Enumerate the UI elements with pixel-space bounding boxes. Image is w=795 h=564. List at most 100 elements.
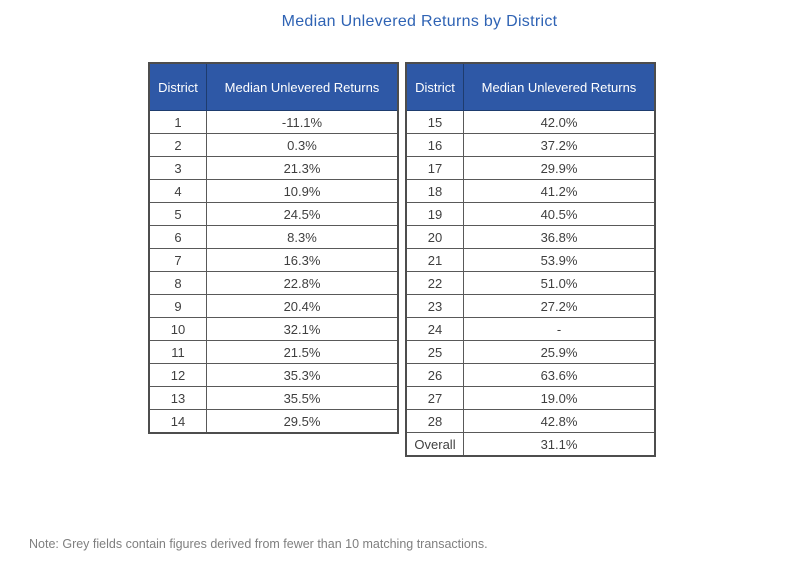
table-row: 5 24.5%: [148, 202, 399, 226]
table-row: 20 36.8%: [405, 225, 656, 249]
district-cell: 7: [148, 248, 207, 272]
table-row: 3 21.3%: [148, 156, 399, 180]
value-cell: 24.5%: [206, 202, 399, 226]
district-cell: Overall: [405, 432, 464, 457]
district-cell: 23: [405, 294, 464, 318]
district-cell: 9: [148, 294, 207, 318]
value-cell: 35.3%: [206, 363, 399, 387]
table-row: 23 27.2%: [405, 294, 656, 318]
value-cell: 37.2%: [463, 133, 656, 157]
value-cell: 8.3%: [206, 225, 399, 249]
value-cell: 40.5%: [463, 202, 656, 226]
district-cell: 6: [148, 225, 207, 249]
value-cell: 63.6%: [463, 363, 656, 387]
table-row: 25 25.9%: [405, 340, 656, 364]
value-cell: 16.3%: [206, 248, 399, 272]
value-cell: 25.9%: [463, 340, 656, 364]
table-row: 8 22.8%: [148, 271, 399, 295]
column-header-returns: Median Unlevered Returns: [206, 62, 399, 111]
table-row: 16 37.2%: [405, 133, 656, 157]
district-cell: 5: [148, 202, 207, 226]
district-cell: 19: [405, 202, 464, 226]
table-row: 7 16.3%: [148, 248, 399, 272]
value-cell: 32.1%: [206, 317, 399, 341]
table-row: 9 20.4%: [148, 294, 399, 318]
value-cell: 20.4%: [206, 294, 399, 318]
value-cell: 36.8%: [463, 225, 656, 249]
district-cell: 4: [148, 179, 207, 203]
page-title: Median Unlevered Returns by District: [281, 13, 558, 30]
table-row: Overall 31.1%: [405, 432, 656, 457]
table-row: 18 41.2%: [405, 179, 656, 203]
district-cell: 2: [148, 133, 207, 157]
header-row: District Median Unlevered Returns: [405, 62, 656, 111]
district-cell: 11: [148, 340, 207, 364]
value-cell: 19.0%: [463, 386, 656, 410]
district-cell: 27: [405, 386, 464, 410]
table-row: 19 40.5%: [405, 202, 656, 226]
column-header-district: District: [148, 62, 207, 111]
value-cell: 51.0%: [463, 271, 656, 295]
returns-table-right: District Median Unlevered Returns 15 42.0…: [405, 62, 656, 457]
table-row: 12 35.3%: [148, 363, 399, 387]
district-cell: 14: [148, 409, 207, 434]
district-cell: 24: [405, 317, 464, 341]
table-row: 11 21.5%: [148, 340, 399, 364]
district-cell: 8: [148, 271, 207, 295]
district-cell: 21: [405, 248, 464, 272]
table-row: 24-: [405, 317, 656, 341]
district-cell: 13: [148, 386, 207, 410]
tables-container: District Median Unlevered Returns 1 -11.1…: [148, 62, 656, 457]
table-row: 27 19.0%: [405, 386, 656, 410]
value-cell: 0.3%: [206, 133, 399, 157]
value-cell: 29.5%: [206, 409, 399, 434]
table-row: 26 63.6%: [405, 363, 656, 387]
table-row: 13 35.5%: [148, 386, 399, 410]
value-cell: 29.9%: [463, 156, 656, 180]
value-cell: 27.2%: [463, 294, 656, 318]
table-row: 6 8.3%: [148, 225, 399, 249]
value-cell: 42.8%: [463, 409, 656, 433]
district-cell: 15: [405, 110, 464, 134]
column-header-returns: Median Unlevered Returns: [463, 62, 656, 111]
district-cell: 17: [405, 156, 464, 180]
table-row: 28 42.8%: [405, 409, 656, 433]
table-row: 10 32.1%: [148, 317, 399, 341]
value-cell: -11.1%: [206, 110, 399, 134]
value-cell: 42.0%: [463, 110, 656, 134]
district-cell: 26: [405, 363, 464, 387]
value-cell: 41.2%: [463, 179, 656, 203]
district-cell: 3: [148, 156, 207, 180]
district-cell: 12: [148, 363, 207, 387]
table-row: 2 0.3%: [148, 133, 399, 157]
district-cell: 20: [405, 225, 464, 249]
table-row: 17 29.9%: [405, 156, 656, 180]
table-row: 4 10.9%: [148, 179, 399, 203]
value-cell: 53.9%: [463, 248, 656, 272]
district-cell: 16: [405, 133, 464, 157]
table-row: 21 53.9%: [405, 248, 656, 272]
table-row: 15 42.0%: [405, 110, 656, 134]
district-cell: 25: [405, 340, 464, 364]
value-cell: 21.3%: [206, 156, 399, 180]
district-cell: 28: [405, 409, 464, 433]
table-body-right: 15 42.0% 16 37.2% 17 29.9% 18 41.2% 19 40.5% 20 36.…: [405, 110, 656, 457]
district-cell: 1: [148, 110, 207, 134]
table-body-left: 1 -11.1% 2 0.3% 3 21.3% 4 10.9% 5 24.5% 6 8.3% 7 16.3…: [148, 110, 399, 434]
column-header-district: District: [405, 62, 464, 111]
district-cell: 18: [405, 179, 464, 203]
value-cell: 10.9%: [206, 179, 399, 203]
table-row: 22 51.0%: [405, 271, 656, 295]
footnote: Note: Grey fields contain figures derive…: [29, 537, 488, 551]
value-cell: 22.8%: [206, 271, 399, 295]
value-cell: 35.5%: [206, 386, 399, 410]
table-row: 14 29.5%: [148, 409, 399, 434]
value-cell: 21.5%: [206, 340, 399, 364]
district-cell: 22: [405, 271, 464, 295]
table-row: 1 -11.1%: [148, 110, 399, 134]
value-cell: 31.1%: [463, 432, 656, 457]
header-row: District Median Unlevered Returns: [148, 62, 399, 111]
value-cell: -: [463, 317, 656, 341]
district-cell: 10: [148, 317, 207, 341]
returns-table-left: District Median Unlevered Returns 1 -11.1…: [148, 62, 399, 434]
